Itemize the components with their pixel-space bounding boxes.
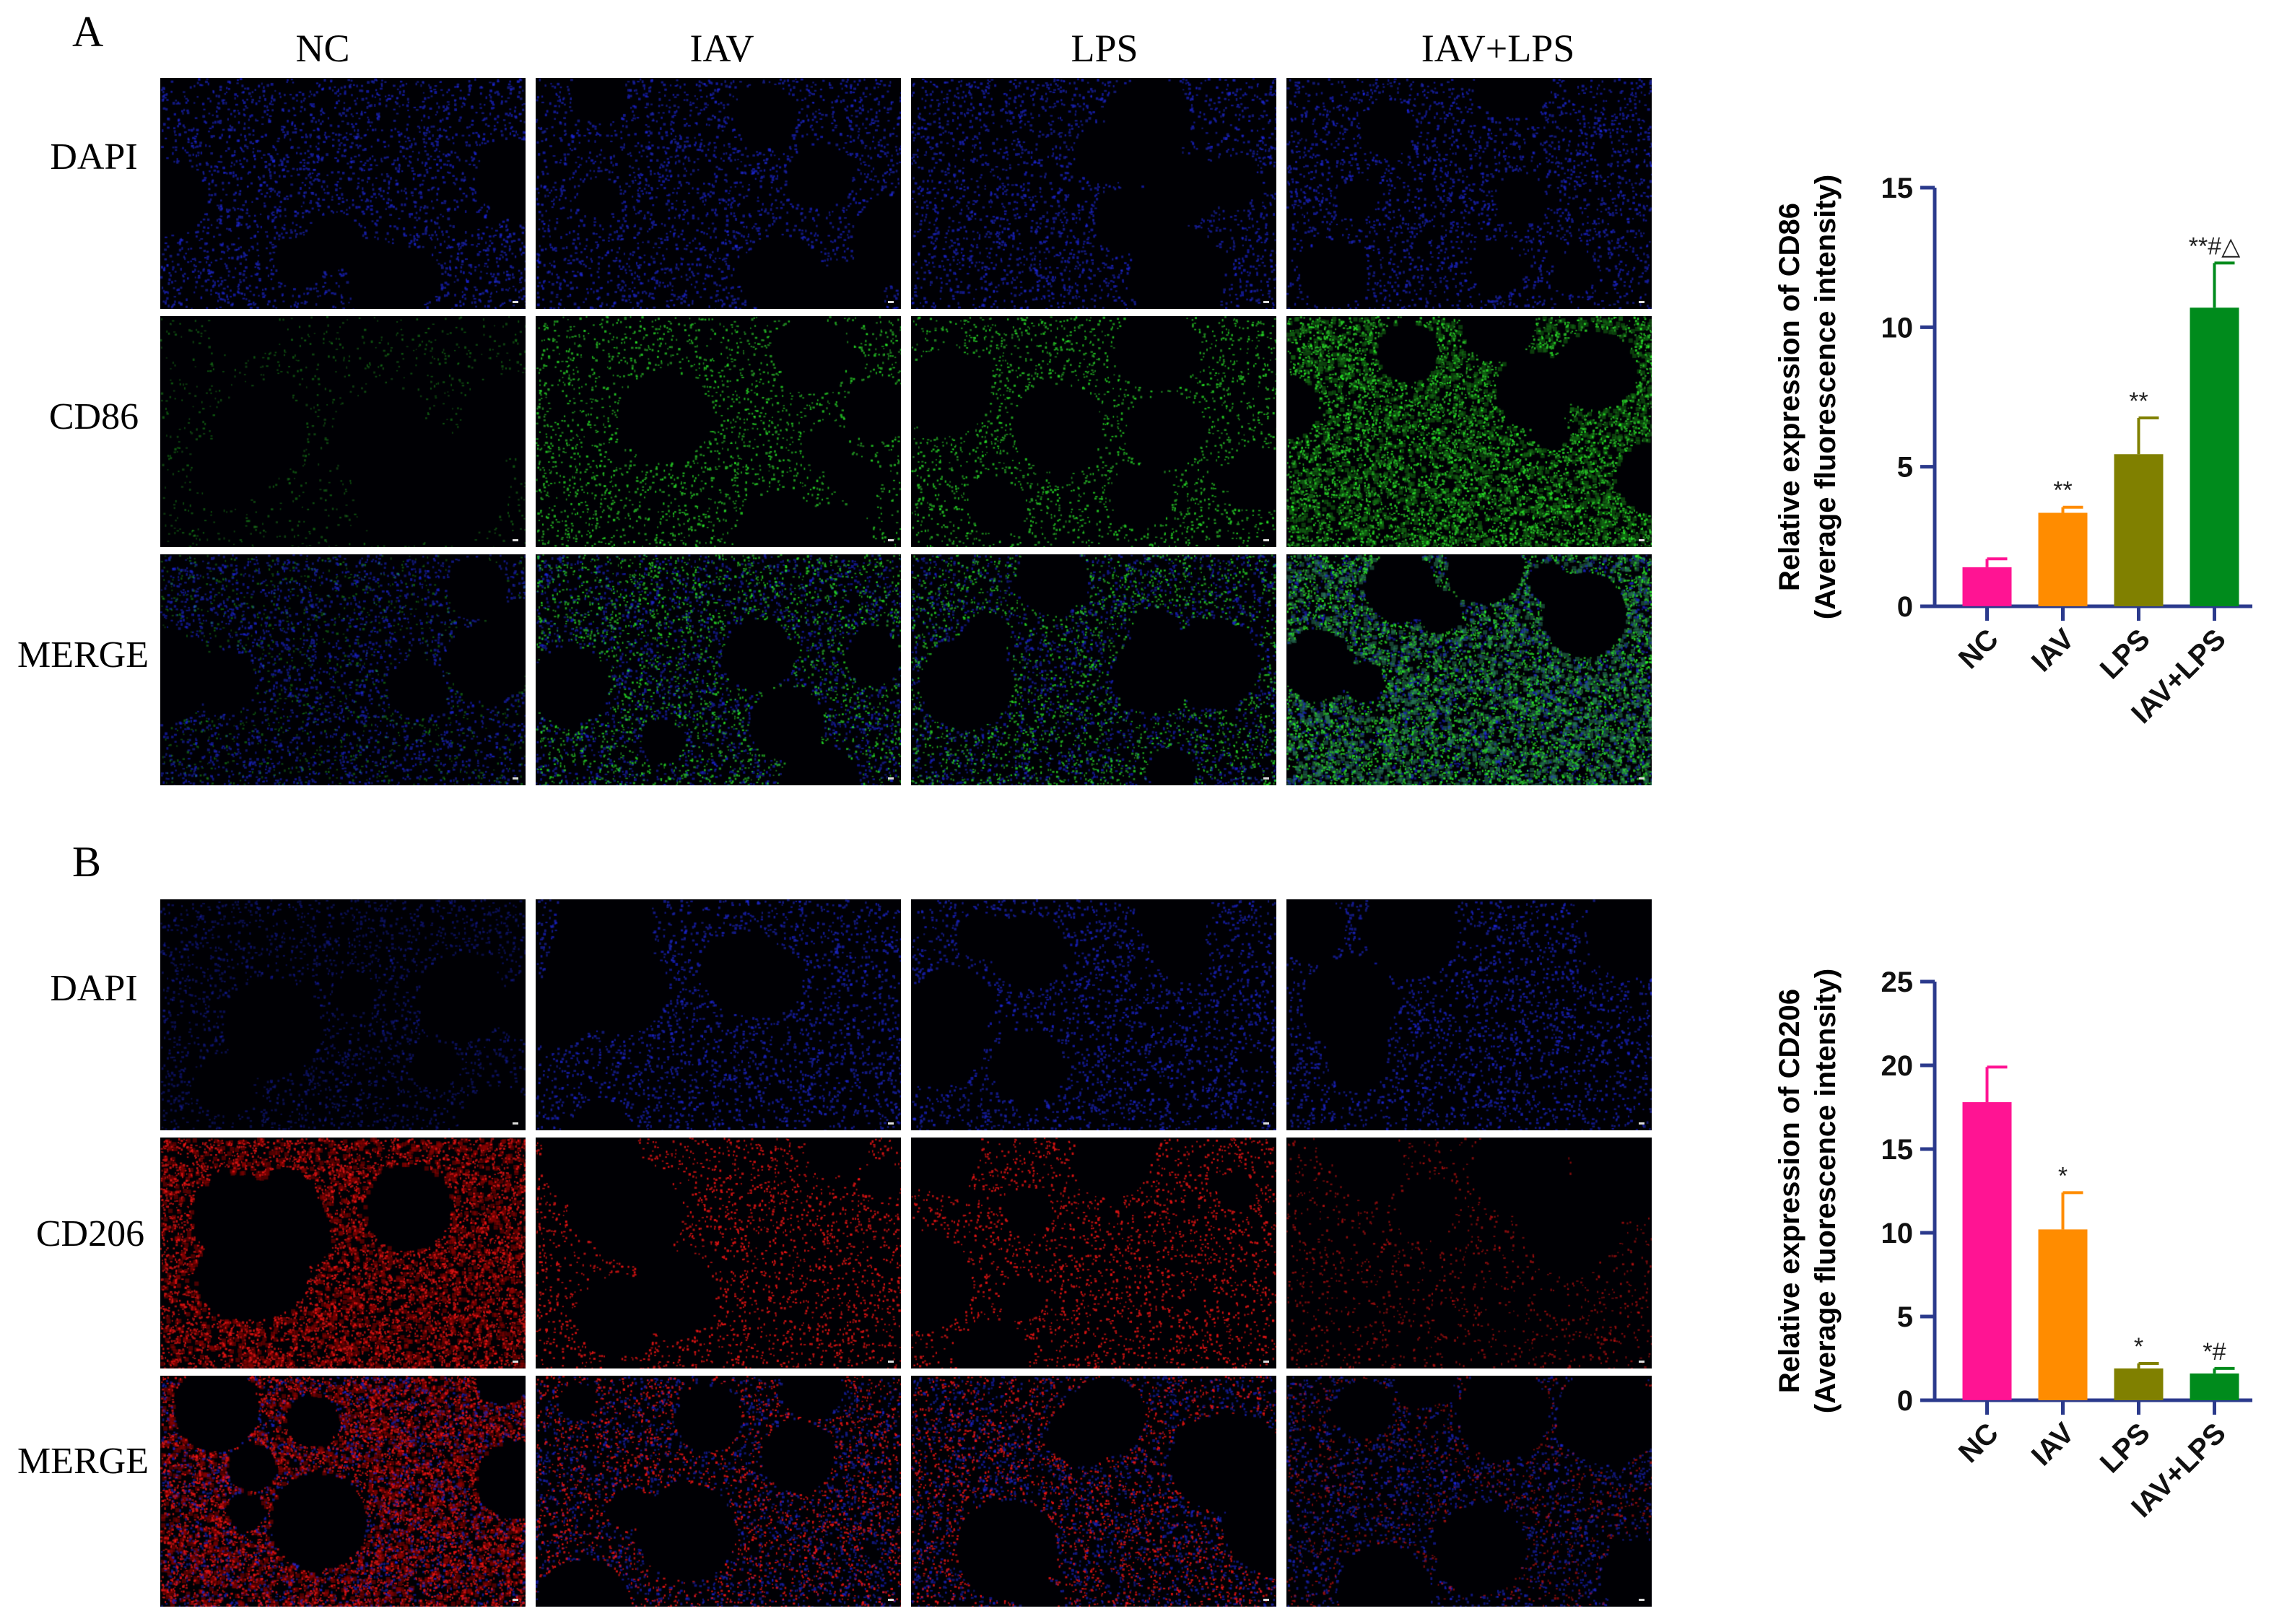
- scale-bar: [1639, 1122, 1644, 1125]
- micrograph-a-merge-iav: [536, 554, 901, 785]
- panel-letter-b: B: [72, 838, 102, 886]
- panel-letter-a: A: [72, 8, 104, 56]
- micrograph-a-cd86-iav: [536, 316, 901, 547]
- row-label-merge-a: MERGE: [17, 634, 149, 676]
- y-tick-label: 0: [1897, 1385, 1913, 1417]
- scale-bar: [1639, 1599, 1644, 1601]
- scale-bar: [513, 1122, 518, 1125]
- micrograph-a-dapi-nc: [160, 78, 526, 309]
- scale-bar: [888, 539, 894, 541]
- y-tick-label: 20: [1881, 1050, 1914, 1082]
- micrograph-a-dapi-iav-lps: [1286, 78, 1652, 309]
- bar: [2038, 1229, 2088, 1400]
- y-tick-label: 5: [1897, 452, 1913, 484]
- scale-bar: [1263, 539, 1269, 541]
- y-tick-label: 25: [1881, 966, 1914, 998]
- y-tick-label: 5: [1897, 1301, 1913, 1333]
- scale-bar: [888, 301, 894, 303]
- micrograph-b-merge-lps: [911, 1376, 1276, 1607]
- scale-bar: [513, 1361, 518, 1363]
- row-label-dapi-a: DAPI: [50, 136, 138, 178]
- micrograph-b-merge-iav-lps: [1286, 1376, 1652, 1607]
- bar: [2190, 307, 2239, 606]
- row-label-cd206: CD206: [35, 1213, 145, 1254]
- significance-label: **: [2053, 477, 2072, 505]
- y-axis-label: (Average fluorescence intensity): [1810, 175, 1842, 620]
- micrograph-a-dapi-lps: [911, 78, 1276, 309]
- micrograph-a-cd86-iav-lps: [1286, 316, 1652, 547]
- micrograph-b-cd206-iav: [536, 1138, 901, 1368]
- scale-bar: [888, 1599, 894, 1601]
- col-label-iav-lps: IAV+LPS: [1421, 27, 1575, 70]
- bar: [2114, 454, 2164, 606]
- x-tick-label: NC: [1953, 1417, 2005, 1469]
- y-tick-label: 0: [1897, 591, 1913, 623]
- scale-bar: [1639, 539, 1644, 541]
- row-label-dapi-b: DAPI: [50, 968, 138, 1009]
- x-tick-label: IAV: [2026, 623, 2081, 678]
- significance-label: *#: [2203, 1338, 2226, 1366]
- bar-chart-cd206: 0 5 10 15 20 25 Relative expression of CD206 (A…: [1774, 966, 2252, 1524]
- bar: [1962, 567, 2012, 606]
- micrograph-a-cd86-lps: [911, 316, 1276, 547]
- micrograph-a-cd86-nc: [160, 316, 526, 547]
- scale-bar: [1263, 1361, 1269, 1363]
- micrograph-b-dapi-nc: [160, 899, 526, 1130]
- micrograph-b-dapi-iav-lps: [1286, 899, 1652, 1130]
- scale-bar: [513, 777, 518, 780]
- scale-bar: [513, 1599, 518, 1601]
- micrograph-a-merge-lps: [911, 554, 1276, 785]
- micrograph-b-dapi-lps: [911, 899, 1276, 1130]
- micrograph-b-cd206-lps: [911, 1138, 1276, 1368]
- micrograph-a-merge-iav-lps: [1286, 554, 1652, 785]
- significance-label: **: [2129, 388, 2148, 415]
- micrograph-a-merge-nc: [160, 554, 526, 785]
- scale-bar: [1263, 1122, 1269, 1125]
- scale-bar: [1263, 301, 1269, 303]
- micrograph-b-dapi-iav: [536, 899, 901, 1130]
- col-label-nc: NC: [295, 27, 350, 70]
- x-tick-label: LPS: [2094, 623, 2156, 685]
- row-label-merge-b: MERGE: [17, 1441, 149, 1482]
- bar: [2114, 1368, 2164, 1400]
- scale-bar: [1639, 1361, 1644, 1363]
- significance-label: *: [2058, 1162, 2068, 1189]
- scale-bar: [513, 301, 518, 303]
- scale-bar: [888, 1122, 894, 1125]
- scale-bar: [1263, 777, 1269, 780]
- row-label-cd86: CD86: [48, 396, 139, 437]
- scale-bar: [888, 1361, 894, 1363]
- bar-chart-cd86: 0 5 10 15 Relative expression of CD86 (Averag…: [1774, 173, 2252, 730]
- y-tick-label: 10: [1881, 312, 1914, 344]
- micrograph-b-cd206-nc: [160, 1138, 526, 1368]
- col-label-lps: LPS: [1071, 27, 1138, 70]
- bar: [2038, 512, 2088, 606]
- y-tick-label: 10: [1881, 1218, 1914, 1249]
- x-tick-label: NC: [1953, 623, 2005, 675]
- micrograph-b-merge-iav: [536, 1376, 901, 1607]
- y-axis-label: Relative expression of CD206: [1774, 989, 1805, 1393]
- bar: [1962, 1102, 2012, 1400]
- x-tick-label: LPS: [2094, 1417, 2156, 1479]
- significance-label: **#△: [2189, 232, 2241, 260]
- y-tick-label: 15: [1881, 173, 1914, 204]
- micrograph-b-cd206-iav-lps: [1286, 1138, 1652, 1368]
- scale-bar: [888, 777, 894, 780]
- significance-label: *: [2134, 1333, 2143, 1361]
- y-axis-label: Relative expression of CD86: [1774, 203, 1805, 591]
- x-tick-label: IAV: [2026, 1417, 2081, 1472]
- scale-bar: [513, 539, 518, 541]
- y-axis-label: (Average fluorescence intensity): [1810, 969, 1842, 1414]
- bar: [2190, 1373, 2239, 1400]
- scale-bar: [1639, 301, 1644, 303]
- y-tick-label: 15: [1881, 1134, 1914, 1166]
- micrograph-b-merge-nc: [160, 1376, 526, 1607]
- micrograph-a-dapi-iav: [536, 78, 901, 309]
- col-label-iav: IAV: [689, 27, 754, 70]
- scale-bar: [1639, 777, 1644, 780]
- scale-bar: [1263, 1599, 1269, 1601]
